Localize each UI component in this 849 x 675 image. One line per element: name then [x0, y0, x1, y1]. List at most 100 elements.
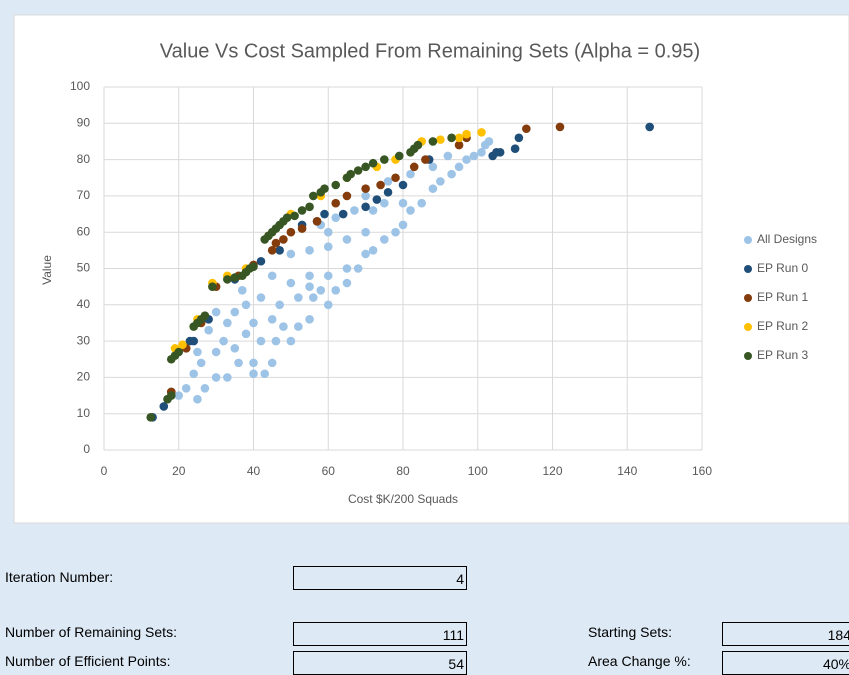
- point: [297, 206, 307, 215]
- point: [361, 202, 370, 212]
- point: [421, 155, 430, 164]
- point: [200, 311, 210, 320]
- x-tick-label: 80: [396, 464, 410, 478]
- field-label: Number of Efficient Points:: [5, 653, 171, 669]
- point: [279, 322, 288, 331]
- x-tick-label: 60: [322, 464, 336, 478]
- point: [436, 135, 445, 144]
- point: [286, 249, 296, 259]
- point: [323, 271, 333, 281]
- point: [342, 235, 352, 244]
- point: [146, 413, 156, 422]
- legend-label: EP Run 2: [757, 319, 808, 333]
- point: [211, 373, 221, 382]
- point: [391, 227, 400, 237]
- point: [275, 300, 284, 310]
- point: [368, 246, 378, 255]
- point: [159, 402, 169, 411]
- point: [320, 184, 329, 193]
- field-value: 40%: [722, 651, 849, 675]
- point: [196, 358, 206, 368]
- point: [305, 246, 314, 255]
- point: [249, 358, 258, 368]
- x-tick-label: 140: [617, 464, 637, 478]
- point: [286, 336, 296, 346]
- point: [320, 209, 329, 219]
- point: [211, 347, 221, 357]
- y-tick-label: 30: [77, 333, 91, 347]
- point: [241, 300, 251, 310]
- point: [267, 315, 277, 324]
- point: [495, 148, 505, 157]
- point: [428, 162, 438, 172]
- point: [391, 173, 400, 183]
- point: [555, 122, 565, 132]
- point: [223, 373, 232, 382]
- legend-label: EP Run 3: [757, 348, 808, 362]
- point: [286, 227, 296, 237]
- point: [237, 285, 247, 295]
- point: [189, 336, 198, 346]
- point: [380, 235, 389, 244]
- point: [174, 391, 184, 400]
- point: [462, 129, 471, 139]
- point: [249, 318, 258, 328]
- point: [230, 307, 240, 317]
- point: [323, 300, 333, 310]
- point: [353, 264, 363, 273]
- point: [338, 209, 348, 219]
- y-tick-label: 20: [77, 370, 91, 384]
- point: [398, 220, 408, 230]
- point: [290, 211, 299, 221]
- field-value: 54: [293, 651, 467, 675]
- point: [323, 227, 333, 237]
- point: [260, 369, 270, 379]
- point: [380, 198, 389, 208]
- y-tick-label: 60: [77, 224, 91, 238]
- point: [417, 198, 426, 208]
- point: [350, 206, 359, 215]
- point: [436, 177, 445, 186]
- point: [368, 158, 378, 168]
- point: [372, 195, 382, 204]
- x-tick-label: 160: [692, 464, 712, 478]
- point: [312, 217, 322, 226]
- point: [189, 369, 198, 379]
- point: [331, 213, 341, 222]
- point: [241, 329, 251, 339]
- x-tick-label: 0: [101, 464, 108, 478]
- point: [361, 227, 370, 237]
- point: [219, 336, 228, 346]
- point: [447, 169, 456, 179]
- point: [271, 336, 281, 346]
- point: [394, 151, 404, 161]
- point: [406, 206, 415, 215]
- point: [380, 155, 389, 164]
- point: [174, 347, 184, 357]
- point: [282, 213, 292, 222]
- point: [522, 124, 531, 134]
- y-tick-label: 50: [77, 261, 91, 275]
- point: [267, 358, 277, 368]
- point: [361, 191, 370, 201]
- y-axis-label: Value: [40, 255, 54, 285]
- point: [230, 344, 240, 353]
- point: [271, 238, 281, 248]
- point: [286, 278, 296, 288]
- point: [454, 133, 464, 143]
- point: [249, 369, 258, 379]
- field-label: Iteration Number:: [5, 569, 114, 585]
- y-tick-label: 0: [83, 442, 90, 456]
- point: [230, 273, 240, 282]
- point: [331, 198, 341, 208]
- point: [331, 180, 341, 190]
- legend-marker: [744, 236, 752, 244]
- point: [428, 184, 438, 193]
- point: [383, 177, 393, 186]
- x-tick-label: 120: [542, 464, 562, 478]
- field-label: Starting Sets:: [588, 624, 673, 640]
- point: [484, 137, 494, 146]
- legend-label: All Designs: [757, 232, 817, 246]
- point: [267, 271, 277, 281]
